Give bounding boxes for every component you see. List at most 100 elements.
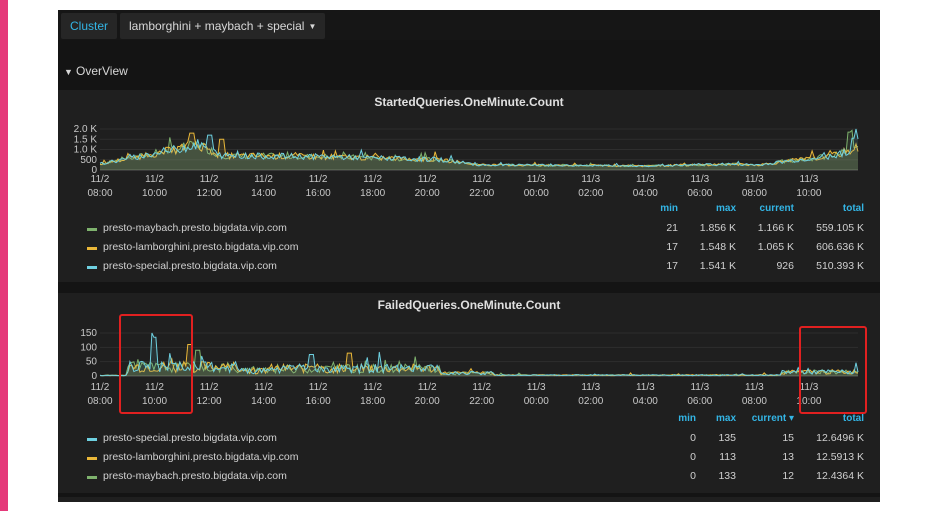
x-tick-label: 11/3 bbox=[636, 382, 655, 393]
x-tick-label: 08:00 bbox=[742, 188, 767, 199]
x-tick-label: 11/3 bbox=[800, 382, 819, 393]
cluster-variable-value: lamborghini + maybach + special bbox=[129, 19, 305, 33]
series-area bbox=[100, 130, 858, 170]
x-tick-label: 16:00 bbox=[306, 188, 331, 199]
series-color-swatch[interactable] bbox=[87, 247, 97, 250]
x-axis: 11/2 08:00 11/2 10:00 11/2 12:00 11/2 14:00 11/2… bbox=[87, 382, 821, 407]
cluster-variable-label[interactable]: Cluster bbox=[61, 13, 118, 39]
series-color-swatch[interactable] bbox=[87, 228, 97, 231]
annotation-highlight-box bbox=[799, 326, 867, 414]
x-tick-label: 11/3 bbox=[690, 174, 709, 185]
x-tick-label: 11/2 bbox=[309, 382, 328, 393]
x-tick-label: 11/2 bbox=[200, 174, 219, 185]
x-tick-label: 11/3 bbox=[527, 382, 546, 393]
legend-row[interactable]: presto-lamborghini.presto.bigdata.vip.co… bbox=[58, 239, 880, 257]
x-tick-label: 20:00 bbox=[415, 188, 440, 199]
x-tick-label: 16:00 bbox=[306, 396, 331, 407]
graph-panel-failed-queries[interactable]: FailedQueries.OneMinute.Count 150 100 50 0 1… bbox=[58, 293, 880, 493]
series-total: 606.636 K bbox=[816, 241, 864, 253]
series-current: 12 bbox=[782, 470, 794, 482]
x-tick-label: 18:00 bbox=[360, 188, 385, 199]
series-area bbox=[100, 350, 858, 376]
x-tick-label: 11/2 bbox=[472, 382, 491, 393]
legend-row[interactable]: presto-special.presto.bigdata.vip.com 17… bbox=[58, 258, 880, 276]
x-tick-label: 12:00 bbox=[197, 188, 222, 199]
legend-header-total[interactable]: total bbox=[842, 413, 864, 424]
x-tick-label: 04:00 bbox=[633, 188, 658, 199]
y-tick-label: 2.0 K bbox=[74, 124, 98, 135]
x-tick-label: 02:00 bbox=[578, 188, 603, 199]
x-tick-label: 10:00 bbox=[796, 396, 821, 407]
x-tick-label: 11/3 bbox=[745, 382, 764, 393]
failed-queries-graph[interactable]: 15010050011/208:0011/210:0011/212:0011/2… bbox=[58, 293, 880, 411]
series-max: 1.856 K bbox=[699, 222, 736, 234]
graph-panel-started-queries[interactable]: StartedQueries.OneMinute.Count 2.0 K 1.5 … bbox=[58, 90, 880, 282]
y-tick-label: 150 bbox=[80, 328, 97, 339]
x-tick-label: 08:00 bbox=[87, 188, 112, 199]
series-name[interactable]: presto-special.presto.bigdata.vip.com bbox=[103, 260, 277, 272]
series-total: 12.5913 K bbox=[816, 451, 864, 463]
series-name[interactable]: presto-lamborghini.presto.bigdata.vip.co… bbox=[103, 241, 299, 253]
x-tick-label: 04:00 bbox=[633, 396, 658, 407]
legend-header-min[interactable]: min bbox=[660, 203, 678, 214]
series-max: 1.541 K bbox=[699, 260, 736, 272]
series-current: 13 bbox=[782, 451, 794, 463]
series-min: 0 bbox=[690, 432, 696, 444]
legend-row[interactable]: presto-maybach.presto.bigdata.vip.com 0 … bbox=[58, 468, 880, 486]
x-tick-label: 11/2 bbox=[418, 174, 437, 185]
legend-row[interactable]: presto-special.presto.bigdata.vip.com 0 … bbox=[58, 430, 880, 448]
x-tick-label: 08:00 bbox=[742, 396, 767, 407]
panel-title[interactable]: FailedQueries.OneMinute.Count bbox=[377, 298, 561, 312]
series-max: 133 bbox=[718, 470, 736, 482]
series-color-swatch[interactable] bbox=[87, 438, 97, 441]
series-color-swatch[interactable] bbox=[87, 457, 97, 460]
x-tick-label: 11/2 bbox=[91, 174, 110, 185]
row-collapse-toggle[interactable]: ▼ OverView bbox=[64, 64, 128, 78]
legend-header-max[interactable]: max bbox=[715, 413, 736, 424]
series-name[interactable]: presto-maybach.presto.bigdata.vip.com bbox=[103, 222, 287, 234]
series-color-swatch[interactable] bbox=[87, 266, 97, 269]
cluster-variable-dropdown[interactable]: lamborghini + maybach + special ▼ bbox=[120, 13, 326, 39]
series-total: 12.6496 K bbox=[816, 432, 864, 444]
series-color-swatch[interactable] bbox=[87, 476, 97, 479]
legend-row[interactable]: presto-maybach.presto.bigdata.vip.com 21… bbox=[58, 220, 880, 238]
series-name[interactable]: presto-lamborghini.presto.bigdata.vip.co… bbox=[103, 451, 299, 463]
y-tick-label: 1.5 K bbox=[74, 134, 98, 145]
x-tick-label: 11/3 bbox=[581, 174, 600, 185]
x-tick-label: 00:00 bbox=[524, 188, 549, 199]
legend-header-current[interactable]: current bbox=[759, 203, 794, 214]
legend-header-min[interactable]: min bbox=[678, 413, 696, 424]
series-current: 1.065 K bbox=[757, 241, 794, 253]
x-tick-label: 11/3 bbox=[690, 382, 709, 393]
y-tick-label: 0 bbox=[91, 371, 97, 382]
x-tick-label: 08:00 bbox=[87, 396, 112, 407]
legend-header-total[interactable]: total bbox=[842, 203, 864, 214]
legend-row[interactable]: presto-lamborghini.presto.bigdata.vip.co… bbox=[58, 449, 880, 467]
series-name[interactable]: presto-maybach.presto.bigdata.vip.com bbox=[103, 470, 287, 482]
x-tick-label: 11/3 bbox=[636, 174, 655, 185]
series-line bbox=[99, 128, 859, 168]
x-tick-label: 11/3 bbox=[527, 174, 546, 185]
series-min: 0 bbox=[690, 451, 696, 463]
x-tick-label: 10:00 bbox=[142, 396, 167, 407]
pink-page-border bbox=[0, 0, 8, 511]
y-tick-label: 0 bbox=[91, 165, 97, 176]
y-tick-label: 100 bbox=[80, 342, 97, 353]
template-variables-bar: Cluster lamborghini + maybach + special ▼ bbox=[58, 10, 880, 40]
x-tick-label: 22:00 bbox=[469, 188, 494, 199]
x-tick-label: 11/2 bbox=[418, 382, 437, 393]
panel-title[interactable]: StartedQueries.OneMinute.Count bbox=[374, 95, 564, 109]
x-tick-label: 11/2 bbox=[472, 174, 491, 185]
x-tick-label: 11/3 bbox=[581, 382, 600, 393]
legend-header-current[interactable]: current ▾ bbox=[751, 413, 794, 424]
series-current: 15 bbox=[782, 432, 794, 444]
legend-header-max[interactable]: max bbox=[715, 203, 736, 214]
series-line bbox=[99, 332, 859, 377]
x-tick-label: 10:00 bbox=[142, 188, 167, 199]
series-name[interactable]: presto-special.presto.bigdata.vip.com bbox=[103, 432, 277, 444]
series-total: 510.393 K bbox=[816, 260, 864, 272]
x-tick-label: 11/2 bbox=[309, 174, 328, 185]
series-min: 21 bbox=[666, 222, 678, 234]
